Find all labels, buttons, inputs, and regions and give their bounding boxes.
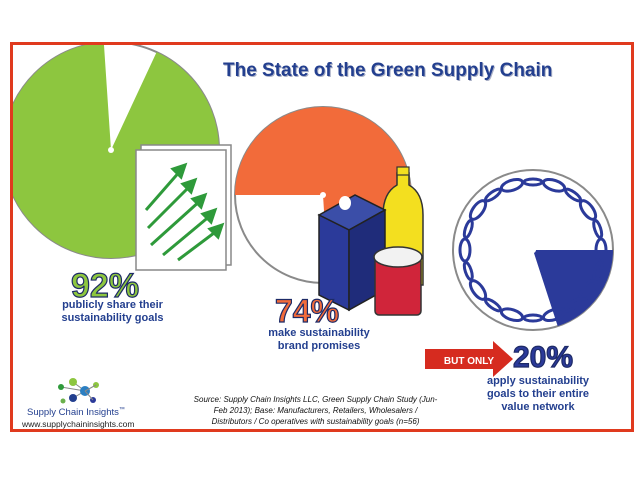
pie-20-center bbox=[530, 247, 536, 253]
source-note: Source: Supply Chain Insights LLC, Green… bbox=[193, 395, 438, 426]
chain-link bbox=[578, 199, 598, 221]
jar-icon bbox=[373, 246, 423, 316]
pie-92-label: 92% bbox=[70, 266, 140, 305]
chain-link bbox=[541, 307, 567, 323]
pie-20-slice bbox=[533, 250, 613, 327]
pie-74-caption-line-2: brand promises bbox=[277, 340, 361, 352]
growth-arrows-icon bbox=[135, 144, 232, 271]
logo-name: Supply Chain Insights™ bbox=[27, 407, 125, 418]
chain-icon bbox=[458, 177, 608, 323]
pie-20-caption: apply sustainability goals to their enti… bbox=[473, 375, 603, 414]
logo-name-text: Supply Chain Insights bbox=[27, 407, 119, 419]
chain-link bbox=[541, 177, 567, 193]
logo-url[interactable]: www.supplychaininsights.com bbox=[22, 419, 135, 429]
infographic-graphics bbox=[13, 45, 614, 404]
pie-92-caption: publicly share their sustainability goal… bbox=[45, 299, 180, 325]
infographic-frame: The State of the Green Supply Chain 92% … bbox=[10, 42, 634, 432]
chain-link bbox=[564, 297, 582, 313]
chain-link bbox=[484, 187, 502, 203]
pie-20-caption-line-3: value network bbox=[501, 401, 575, 413]
chain-link bbox=[462, 218, 474, 240]
pie-92-caption-line-1: publicly share their bbox=[62, 299, 163, 311]
logo-trademark: ™ bbox=[118, 407, 125, 413]
pie-74-center bbox=[320, 192, 326, 198]
red-arrow-icon bbox=[425, 341, 513, 377]
pie-74-caption-line-1: make sustainability bbox=[268, 327, 370, 339]
pie-20 bbox=[452, 169, 614, 331]
chain-link bbox=[468, 279, 488, 301]
chain-link bbox=[499, 177, 525, 193]
molecule-logo-icon bbox=[58, 378, 99, 404]
pie-92-center bbox=[108, 147, 114, 153]
chain-link bbox=[592, 218, 604, 240]
chain-link bbox=[594, 237, 608, 263]
pie-74-caption: make sustainability brand promises bbox=[255, 327, 383, 353]
pie-20-caption-line-1: apply sustainability bbox=[486, 375, 590, 387]
page-title: The State of the Green Supply Chain bbox=[223, 60, 553, 81]
pie-92-caption-line-2: sustainability goals bbox=[61, 312, 164, 324]
pie-74-label: 74% bbox=[274, 292, 340, 329]
chain-link bbox=[458, 237, 472, 263]
but-only-callout: BUT ONLY bbox=[443, 356, 495, 367]
chain-link bbox=[592, 260, 604, 282]
pie-20-label: 20% bbox=[512, 340, 574, 374]
chain-link bbox=[499, 307, 525, 323]
pie-20-caption-line-2: goals to their entire bbox=[486, 388, 590, 400]
